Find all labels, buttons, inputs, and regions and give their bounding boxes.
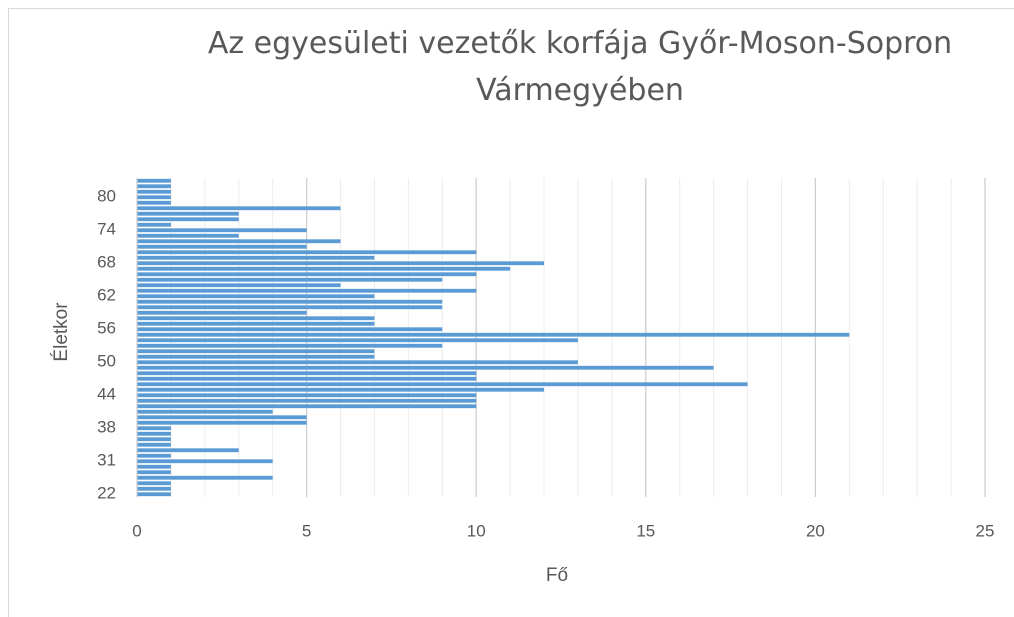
bar xyxy=(137,195,171,200)
bar xyxy=(137,299,443,304)
bar xyxy=(137,327,443,332)
bar xyxy=(137,371,477,376)
bar xyxy=(137,415,307,420)
x-tick-label: 10 xyxy=(467,521,486,540)
bar xyxy=(137,272,477,277)
x-axis-label: Fő xyxy=(546,565,568,586)
bar xyxy=(137,492,171,497)
bar xyxy=(137,464,171,469)
x-tick-label: 5 xyxy=(302,521,311,540)
bar xyxy=(137,189,171,194)
bar xyxy=(137,200,171,205)
bar xyxy=(137,222,171,227)
bar xyxy=(137,431,171,436)
bar xyxy=(137,178,171,183)
bar xyxy=(137,459,273,464)
bar xyxy=(137,404,477,409)
bar xyxy=(137,233,239,238)
bar xyxy=(137,360,578,365)
bar xyxy=(137,239,341,244)
x-tick-label: 25 xyxy=(976,521,995,540)
y-tick-label: 22 xyxy=(97,484,116,503)
chart-border xyxy=(8,8,1014,617)
bar xyxy=(137,481,171,486)
bar xyxy=(137,255,375,260)
bar xyxy=(137,184,171,189)
y-tick-label: 80 xyxy=(97,187,116,206)
bar xyxy=(137,211,239,216)
bar xyxy=(137,393,477,398)
y-tick-label: 44 xyxy=(97,385,116,404)
y-tick-label: 50 xyxy=(97,352,116,371)
bar xyxy=(137,316,375,321)
bar xyxy=(137,261,545,266)
bar xyxy=(137,228,307,233)
y-tick-label: 68 xyxy=(97,253,116,272)
y-tick-label: 38 xyxy=(97,418,116,437)
x-tick-label: 0 xyxy=(132,521,141,540)
bar xyxy=(137,206,341,211)
y-tick-label: 74 xyxy=(97,220,116,239)
bar xyxy=(137,349,375,354)
y-tick-label: 31 xyxy=(97,451,116,470)
bar xyxy=(137,244,307,249)
bar xyxy=(137,486,171,491)
bar xyxy=(137,376,477,381)
bar xyxy=(137,250,477,255)
bar xyxy=(137,420,307,425)
bar xyxy=(137,365,714,370)
bar xyxy=(137,398,477,403)
bar xyxy=(137,387,545,392)
bar xyxy=(137,338,578,343)
title-box: Az egyesületi vezetők korfája Győr-Moson… xyxy=(207,26,953,108)
bar xyxy=(137,217,239,222)
bar xyxy=(137,294,375,299)
bar xyxy=(137,475,273,480)
bar xyxy=(137,343,443,348)
x-tick-label: 20 xyxy=(806,521,825,540)
y-tick-label: 56 xyxy=(97,319,116,338)
x-tick-label: 15 xyxy=(636,521,655,540)
bar xyxy=(137,288,477,293)
bar xyxy=(137,305,443,310)
bar xyxy=(137,409,273,414)
bar xyxy=(137,332,850,337)
y-tick-label: 62 xyxy=(97,286,116,305)
bar xyxy=(137,283,341,288)
bar xyxy=(137,470,171,475)
chart-title: Az egyesületi vezetők korfája Győr-Moson… xyxy=(207,26,953,108)
bar xyxy=(137,382,748,387)
bar xyxy=(137,453,171,458)
bar xyxy=(137,442,171,447)
bar xyxy=(137,310,307,315)
bar xyxy=(137,448,239,453)
bar xyxy=(137,354,375,359)
bar xyxy=(137,277,443,282)
y-axis-label: Életkor xyxy=(51,302,72,362)
bar xyxy=(137,266,511,271)
bar xyxy=(137,437,171,442)
bar xyxy=(137,426,171,431)
bar xyxy=(137,321,375,326)
